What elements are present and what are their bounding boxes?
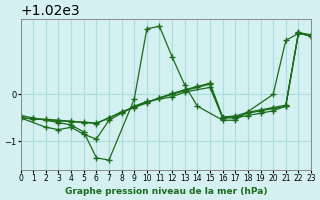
X-axis label: Graphe pression niveau de la mer (hPa): Graphe pression niveau de la mer (hPa)	[65, 187, 267, 196]
